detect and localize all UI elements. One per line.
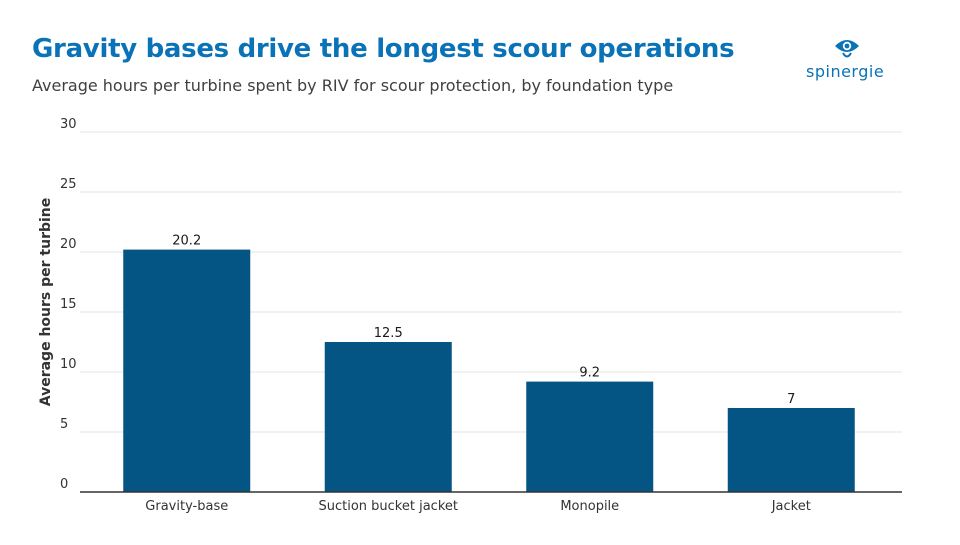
y-tick-label: 5 bbox=[60, 417, 68, 432]
y-axis-title: Average hours per turbine bbox=[38, 198, 54, 407]
y-tick-label: 20 bbox=[60, 237, 77, 252]
bar-monopile bbox=[526, 381, 654, 492]
y-tick-label: 25 bbox=[60, 177, 77, 192]
x-tick-label: Suction bucket jacket bbox=[319, 499, 459, 514]
y-tick-label: 15 bbox=[60, 297, 77, 312]
y-tick-label: 0 bbox=[60, 477, 68, 492]
x-tick-label: Jacket bbox=[771, 499, 811, 514]
spinergie-logo-icon bbox=[834, 38, 860, 64]
bar-value-label: 9.2 bbox=[579, 366, 600, 381]
bar-value-label: 12.5 bbox=[374, 326, 403, 341]
x-tick-label: Gravity-base bbox=[145, 499, 228, 514]
bar-value-label: 20.2 bbox=[172, 234, 201, 249]
bar-value-label: 7 bbox=[787, 392, 795, 407]
chart-title: Gravity bases drive the longest scour op… bbox=[32, 34, 735, 64]
x-tick-label: Monopile bbox=[560, 499, 619, 514]
y-tick-label: 10 bbox=[60, 357, 77, 372]
bar-jacket bbox=[727, 408, 855, 492]
bar-gravity-base bbox=[123, 249, 251, 492]
bar-suction-bucket-jacket bbox=[324, 342, 452, 492]
chart-subtitle: Average hours per turbine spent by RIV f… bbox=[32, 76, 674, 95]
spinergie-logo-text: spinergie bbox=[806, 62, 885, 81]
y-tick-label: 30 bbox=[60, 117, 77, 132]
